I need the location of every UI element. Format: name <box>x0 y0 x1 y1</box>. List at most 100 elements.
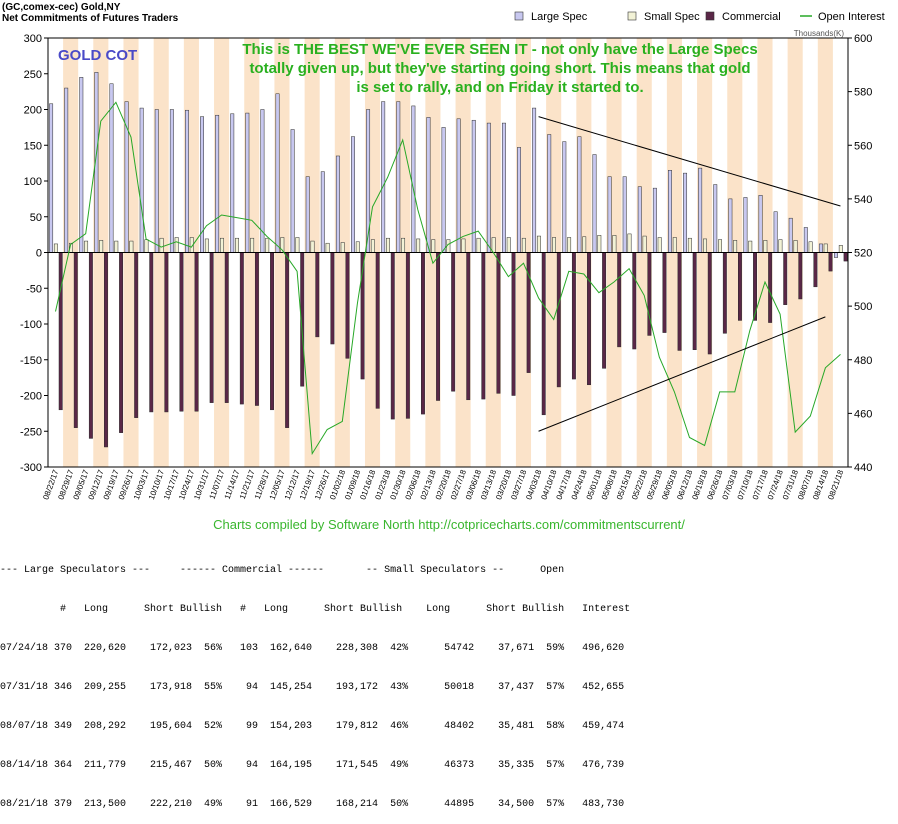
small-spec-bar <box>265 237 270 253</box>
small-spec-bar <box>340 242 345 253</box>
large-spec-bar <box>577 136 582 253</box>
y-tick-label: 150 <box>24 140 42 152</box>
large-spec-bar <box>668 170 672 253</box>
commercial-bar <box>330 252 335 345</box>
small-spec-bar <box>235 237 239 253</box>
commercial-bar <box>179 252 184 412</box>
large-spec-bar <box>547 134 552 253</box>
cot-table: --- Large Speculators --- ------ Commerc… <box>0 538 898 824</box>
table-row: 08/07/18 349 208,292 195,604 52% 99 154,… <box>0 721 625 732</box>
legend-swatch <box>514 11 524 21</box>
gold-cot-badge: GOLD COT <box>58 47 137 64</box>
large-spec-bar <box>184 109 189 253</box>
small-spec-bar <box>552 237 556 253</box>
y-tick-label: 250 <box>24 69 42 81</box>
commercial-bar <box>315 252 320 338</box>
small-spec-bar <box>476 237 481 253</box>
small-spec-bar <box>597 235 602 253</box>
legend-label: Open Interest <box>818 11 885 23</box>
large-spec-bar <box>683 172 688 253</box>
large-spec-bar <box>79 77 84 253</box>
small-spec-bar <box>99 240 104 253</box>
small-spec-bar <box>174 237 179 253</box>
large-spec-bar <box>456 118 461 253</box>
commercial-bar <box>345 252 350 359</box>
commercial-bar <box>602 252 607 369</box>
commercial-bar <box>496 252 501 394</box>
annotation-text: totally given up, but they've starting g… <box>249 60 750 77</box>
y2-tick-label: 560 <box>854 140 872 152</box>
large-spec-bar <box>758 195 763 253</box>
legend-swatch <box>627 11 637 21</box>
large-spec-bar <box>351 136 355 253</box>
large-spec-bar <box>139 107 144 253</box>
legend-swatch <box>705 11 715 21</box>
trendline <box>538 116 841 207</box>
y-tick-label: 0 <box>36 248 42 260</box>
table-group-header: --- Large Speculators --- ------ Commerc… <box>0 565 565 576</box>
small-spec-bar <box>657 237 662 253</box>
small-spec-bar <box>84 240 89 253</box>
chart-symbol: (GC,comex-cec) Gold,NY <box>2 2 121 13</box>
small-spec-bar <box>536 235 541 253</box>
commercial-bar <box>421 252 425 415</box>
table-row: 08/14/18 364 211,779 215,467 50% 94 164,… <box>0 760 625 771</box>
small-spec-bar <box>748 240 753 253</box>
commercial-bar <box>617 252 622 348</box>
small-spec-bar <box>144 239 149 253</box>
small-spec-bar <box>204 238 209 253</box>
y2-tick-label: 540 <box>854 194 872 206</box>
large-spec-bar <box>743 197 748 253</box>
commercial-bar <box>194 252 199 412</box>
large-spec-bar <box>834 252 838 258</box>
large-spec-bar <box>335 155 340 253</box>
y-tick-label: -50 <box>26 283 42 295</box>
small-spec-bar <box>703 238 707 253</box>
small-spec-bar <box>370 239 375 253</box>
large-spec-bar <box>637 186 642 253</box>
small-spec-bar <box>461 238 466 253</box>
legend-label: Small Spec <box>644 11 700 23</box>
commercial-bar <box>768 252 773 323</box>
commercial-bar <box>134 252 139 418</box>
trendline <box>538 316 826 432</box>
large-spec-bar <box>728 198 733 253</box>
small-spec-bar <box>386 237 390 253</box>
large-spec-bar <box>320 171 325 253</box>
small-spec-bar <box>567 237 572 253</box>
commercial-bar <box>164 252 169 413</box>
large-spec-bar <box>773 211 778 253</box>
commercial-bar <box>783 252 788 305</box>
y2-axis-unit: Thousands(K) <box>794 29 845 38</box>
small-spec-bar <box>823 243 828 253</box>
large-spec-bar <box>366 109 371 253</box>
small-spec-bar <box>521 237 526 253</box>
chart-subtitle: Net Commitments of Futures Traders <box>2 13 179 24</box>
large-spec-bar <box>592 154 597 253</box>
commercial-bar <box>798 252 803 300</box>
commercial-bar <box>481 252 486 400</box>
commercial-bar <box>270 252 274 411</box>
large-spec-bar <box>607 176 612 253</box>
large-spec-bar <box>501 122 506 253</box>
credit-line[interactable]: Charts compiled by Software North http:/… <box>213 517 685 532</box>
small-spec-bar <box>778 239 783 253</box>
y-tick-label: -300 <box>20 462 42 474</box>
large-spec-bar <box>64 87 69 253</box>
commercial-bar <box>375 252 380 409</box>
commercial-bar <box>405 252 410 419</box>
small-spec-bar <box>250 237 255 253</box>
y-tick-label: -150 <box>20 355 42 367</box>
commercial-bar <box>587 252 591 386</box>
y-tick-label: -250 <box>20 426 42 438</box>
open-interest-line <box>55 101 841 456</box>
large-spec-bar <box>622 176 627 253</box>
large-spec-bar <box>396 101 401 253</box>
table-row: 07/31/18 346 209,255 173,918 55% 94 145,… <box>0 682 625 693</box>
small-spec-bar <box>401 237 406 253</box>
commercial-bar <box>73 252 78 428</box>
small-spec-bar <box>627 233 632 253</box>
cot-chart: -300 -250 -200 -150 -100 -50 0 50 100 150 200 250 30… <box>20 11 885 501</box>
large-spec-bar <box>713 184 718 253</box>
small-spec-bar <box>793 240 798 253</box>
